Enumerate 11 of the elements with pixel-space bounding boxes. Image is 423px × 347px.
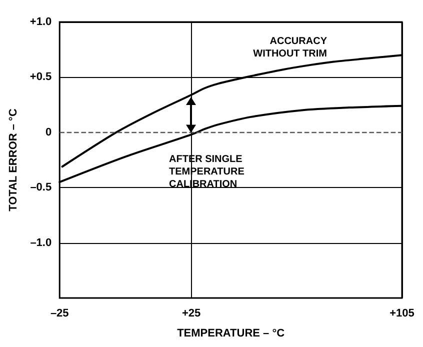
annotation: ACCURACY WITHOUT TRIM (253, 36, 328, 60)
y-tick-label: –1.0 (30, 236, 52, 249)
x-tick-label: –25 (50, 308, 69, 320)
y-tick-label: +1.0 (30, 16, 52, 28)
x-tick-label: +105 (390, 308, 414, 320)
y-tick-label: –0.5 (30, 182, 52, 194)
x-tick-label: +25 (182, 308, 201, 320)
y-tick-label: +0.5 (30, 71, 52, 84)
y-tick-label: 0 (45, 126, 52, 138)
x-axis-title: TEMPERATURE – °C (177, 328, 285, 340)
y-axis-title: TOTAL ERROR – °C (8, 108, 20, 212)
